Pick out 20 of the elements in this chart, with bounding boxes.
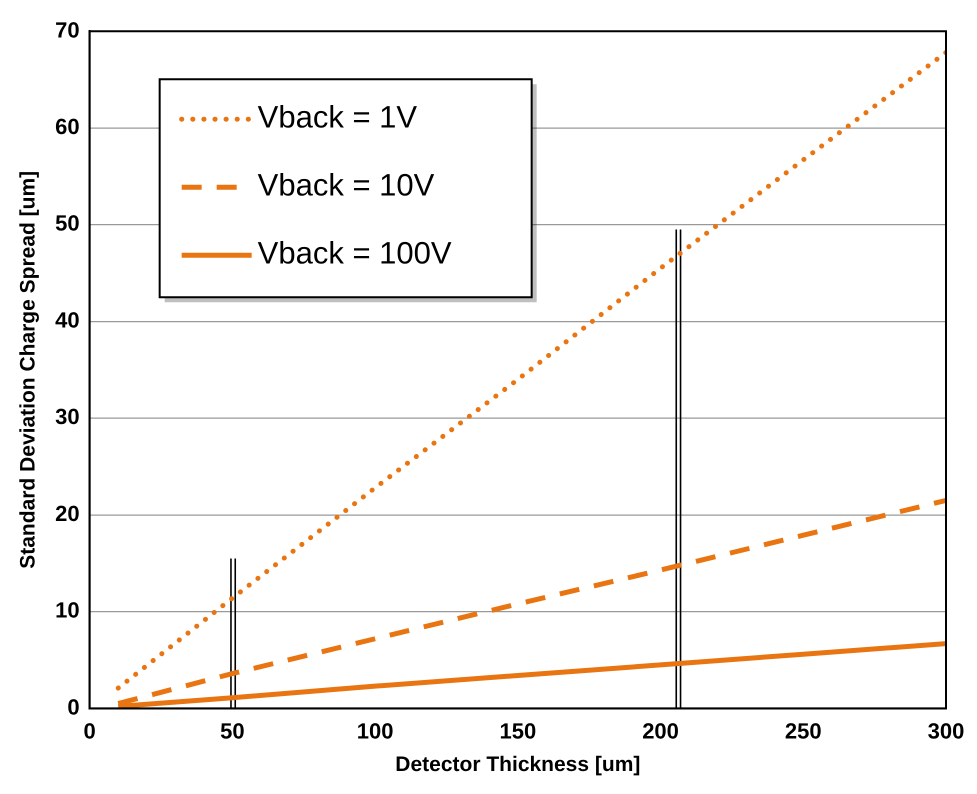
- x-tick-label: 250: [784, 718, 822, 744]
- legend-label: Vback = 100V: [258, 236, 452, 271]
- y-tick-label: 0: [67, 694, 80, 720]
- y-tick-label: 20: [55, 500, 80, 526]
- x-tick-label: 0: [84, 718, 96, 744]
- legend-label: Vback = 1V: [258, 100, 418, 135]
- x-tick-label: 150: [499, 718, 536, 744]
- y-tick-label: 70: [55, 17, 80, 42]
- y-tick-label: 40: [55, 307, 80, 332]
- y-tick-label: 60: [55, 114, 80, 140]
- x-tick-label: 300: [928, 718, 964, 744]
- y-axis-title: Standard Deviation Charge Spread [um]: [16, 170, 40, 569]
- x-tick-label: 200: [642, 718, 679, 744]
- x-axis-title: Detector Thickness [um]: [395, 753, 640, 776]
- x-tick-label: 100: [356, 718, 394, 744]
- y-tick-label: 10: [55, 598, 80, 623]
- legend-label: Vback = 10V: [258, 168, 435, 203]
- y-tick-label: 50: [55, 210, 80, 236]
- x-tick-label: 50: [220, 718, 245, 744]
- y-tick-label: 30: [55, 404, 80, 430]
